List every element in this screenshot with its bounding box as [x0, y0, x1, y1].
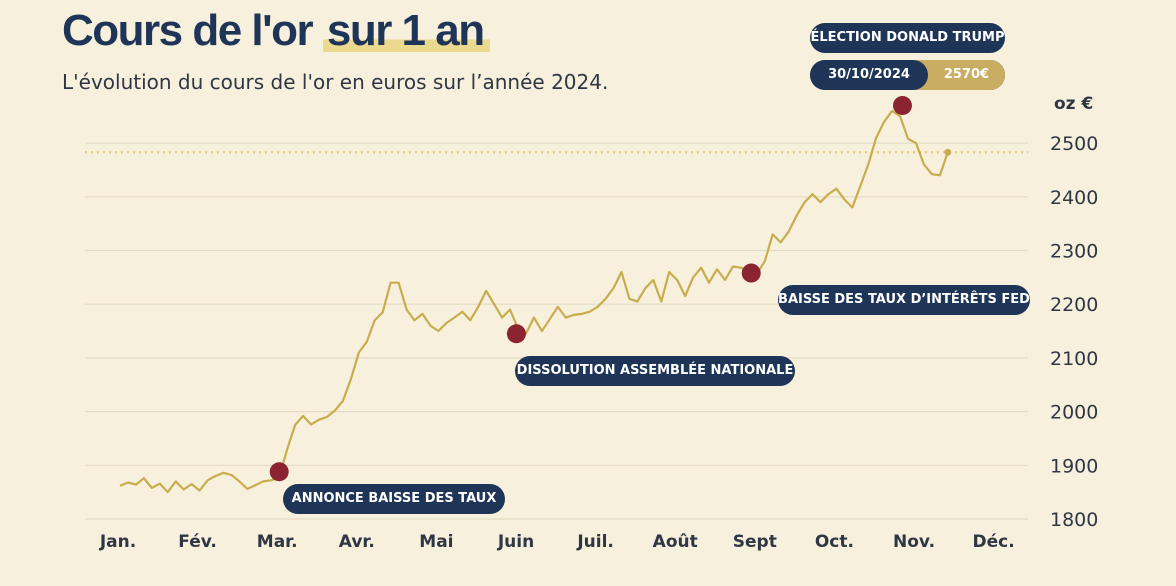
x-tick-2: Mar.: [257, 532, 298, 552]
x-tick-0: Jan.: [99, 532, 136, 552]
last-point: [944, 148, 952, 156]
event-marker-1: [506, 324, 526, 344]
y-tick-2100: 2100: [1050, 348, 1098, 370]
x-tick-5: Juin: [497, 532, 534, 552]
y-axis-unit: oz €: [1054, 94, 1094, 114]
annotation-dissolution: DISSOLUTION ASSEMBLÉE NATIONALE: [515, 356, 795, 386]
event-marker-0: [269, 462, 289, 482]
x-tick-8: Sept: [733, 532, 777, 552]
election-price: 2570€: [913, 60, 1005, 90]
x-tick-10: Nov.: [893, 532, 935, 552]
y-tick-1900: 1900: [1050, 455, 1098, 477]
y-tick-1800: 1800: [1050, 509, 1098, 531]
annotation-election: ÉLECTION DONALD TRUMP: [810, 23, 1005, 53]
event-marker-2: [741, 263, 761, 283]
title-main: Cours de l'or: [62, 6, 314, 55]
grid-lines: [85, 142, 1028, 520]
x-tick-6: Juil.: [576, 532, 614, 552]
series-layer: [119, 109, 952, 494]
x-tick-1: Fév.: [178, 532, 217, 552]
x-axis-ticks: Jan. Fév. Mar. Avr. Mai Juin Juil. Août Sept Oct.…: [99, 532, 1015, 552]
x-tick-4: Mai: [419, 532, 453, 552]
election-date: 30/10/2024: [810, 60, 928, 90]
y-tick-2400: 2400: [1050, 187, 1098, 209]
x-tick-7: Août: [653, 532, 698, 552]
y-tick-2300: 2300: [1050, 241, 1098, 263]
page-subtitle: L'évolution du cours de l'or en euros su…: [62, 70, 609, 94]
x-tick-9: Oct.: [815, 532, 854, 552]
event-markers: [269, 96, 912, 482]
event-marker-3: [892, 96, 912, 116]
page-title: Cours de l'or sur 1 an: [62, 6, 490, 56]
gold-price-line: [119, 109, 949, 494]
y-axis-ticks: 1800 1900 2000 2100 2200 2300 2400 2500: [1050, 133, 1098, 531]
y-tick-2500: 2500: [1050, 133, 1098, 155]
annotation-fed: BAISSE DES TAUX D’INTÉRÊTS FED: [778, 285, 1030, 315]
annotation-baisse-taux: ANNONCE BAISSE DES TAUX: [283, 484, 505, 514]
x-tick-11: Déc.: [973, 532, 1015, 552]
y-tick-2200: 2200: [1050, 294, 1098, 316]
y-tick-2000: 2000: [1050, 402, 1098, 424]
title-highlight: sur 1 an: [322, 6, 490, 55]
annotation-election-value: 30/10/2024 2570€: [810, 60, 1005, 90]
x-tick-3: Avr.: [339, 532, 375, 552]
